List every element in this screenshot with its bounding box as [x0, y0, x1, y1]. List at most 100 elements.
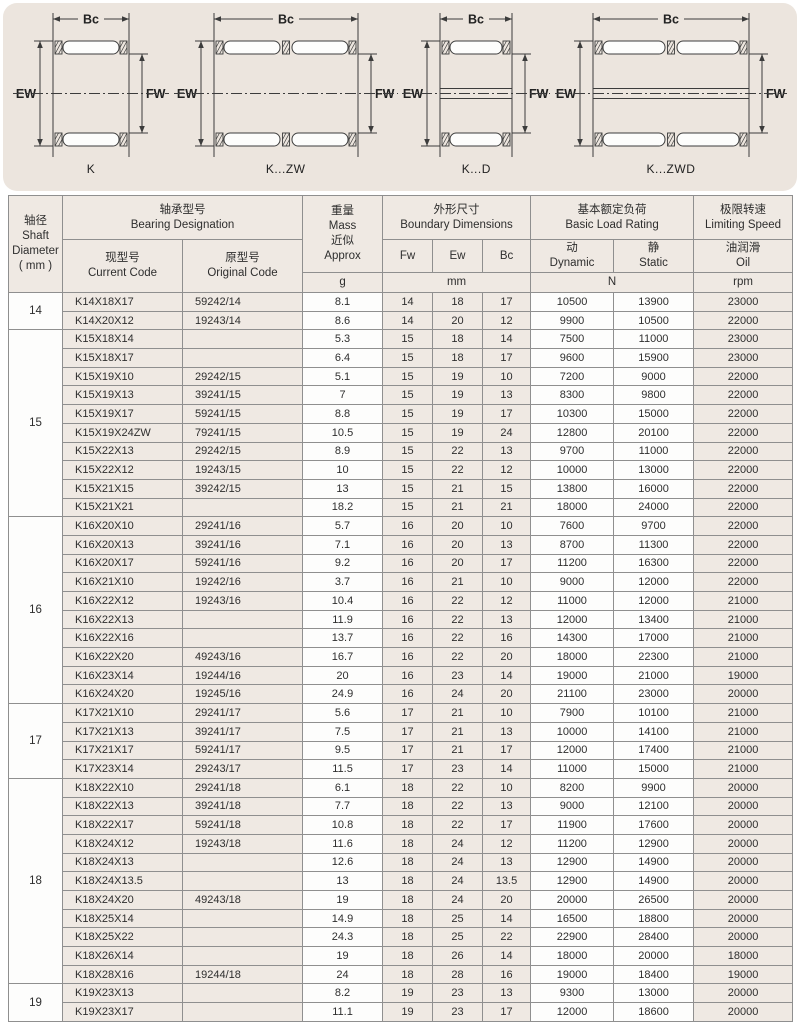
fw-cell: 18 — [382, 964, 434, 985]
fw-cell: 16 — [382, 534, 434, 555]
static-load-cell: 9700 — [613, 516, 695, 536]
oil-speed-cell: 21000 — [693, 721, 794, 742]
bc-cell: 12 — [482, 591, 532, 611]
ew-cell: 20 — [432, 534, 484, 555]
original-code-cell: 59241/16 — [181, 553, 304, 574]
mass-cell: 19 — [302, 890, 384, 910]
bc-cell: 16 — [482, 628, 532, 649]
dynamic-load-cell: 12000 — [530, 609, 615, 630]
oil-speed-cell: 20000 — [693, 983, 794, 1004]
original-code-cell: 49243/16 — [181, 647, 304, 667]
mass-cell: 5.7 — [302, 516, 384, 536]
dynamic-load-cell: 11900 — [530, 815, 615, 835]
mass-cell: 10 — [302, 460, 384, 480]
fw-dimension-label: FW — [375, 87, 395, 101]
ew-cell: 24 — [432, 890, 484, 910]
table-row: K16X22X12 19243/16 10.4 16 22 12 11000 12000 210… — [9, 591, 794, 611]
static-load-cell: 18400 — [613, 964, 695, 985]
table-row: K18X25X14 14.9 18 25 14 16500 18800 20000 — [9, 908, 794, 929]
original-code-cell: 39241/18 — [181, 796, 304, 817]
header-current-code: 现型号 Current Code — [62, 239, 183, 293]
original-code-cell: 19244/16 — [181, 665, 304, 686]
current-code-cell: K16X22X20 — [62, 647, 183, 667]
fw-cell: 17 — [382, 721, 434, 742]
dynamic-load-cell: 16500 — [530, 908, 615, 929]
static-load-cell: 16000 — [613, 478, 695, 499]
ew-cell: 20 — [432, 553, 484, 574]
current-code-cell: K17X21X10 — [62, 703, 183, 723]
dynamic-load-cell: 12000 — [530, 740, 615, 761]
fw-dimension-label: FW — [146, 87, 166, 101]
current-code-cell: K15X21X21 — [62, 497, 183, 518]
ew-cell: 24 — [432, 871, 484, 891]
current-code-cell: K15X19X24ZW — [62, 422, 183, 443]
mass-cell: 7 — [302, 385, 384, 406]
current-code-cell: K15X21X15 — [62, 478, 183, 499]
dynamic-load-cell: 10000 — [530, 721, 615, 742]
oil-speed-cell: 20000 — [693, 927, 794, 948]
ew-cell: 25 — [432, 927, 484, 948]
bc-cell: 10 — [482, 777, 532, 798]
bc-dimension-label: Bc — [468, 13, 484, 27]
fw-cell: 18 — [382, 777, 434, 798]
ew-cell: 22 — [432, 591, 484, 611]
table-row: 19 K19X23X13 8.2 19 23 13 9300 13000 20000 — [8, 983, 794, 1022]
ew-cell: 19 — [432, 422, 484, 443]
oil-speed-cell: 20000 — [693, 833, 794, 854]
mass-cell: 6.1 — [302, 777, 384, 798]
fw-cell: 19 — [382, 983, 434, 1004]
current-code-cell: K15X19X13 — [62, 385, 183, 406]
fw-cell: 14 — [382, 292, 434, 312]
oil-speed-cell: 20000 — [693, 908, 794, 929]
table-row: K16X20X13 39241/16 7.1 16 20 13 8700 11300 22000 — [9, 534, 794, 555]
table-row: K14X20X12 19243/14 8.6 14 20 12 9900 10500 22000 — [9, 310, 794, 331]
mass-cell: 24.9 — [302, 684, 384, 705]
dynamic-load-cell: 12900 — [530, 871, 615, 891]
static-load-cell: 20000 — [613, 946, 695, 966]
ew-dimension-label: EW — [177, 87, 197, 101]
ew-cell: 21 — [432, 478, 484, 499]
dynamic-load-cell: 11000 — [530, 591, 615, 611]
diagram-k: Bc EW FW K — [11, 9, 171, 176]
ew-cell: 21 — [432, 497, 484, 518]
dynamic-load-cell: 8700 — [530, 534, 615, 555]
table-row: K15X19X13 39241/15 7 15 19 13 8300 9800 22000 — [9, 385, 794, 406]
original-code-cell — [181, 852, 304, 873]
original-code-cell: 59241/15 — [181, 404, 304, 424]
current-code-cell: K16X23X14 — [62, 665, 183, 686]
table-row: K18X24X12 19243/18 11.6 18 24 12 11200 12900 200… — [9, 833, 794, 854]
dynamic-load-cell: 9600 — [530, 348, 615, 368]
bc-cell: 15 — [482, 478, 532, 499]
bc-cell: 17 — [482, 292, 532, 312]
mass-cell: 18.2 — [302, 497, 384, 518]
fw-cell: 18 — [382, 796, 434, 817]
mass-cell: 19 — [302, 946, 384, 966]
table-row: K15X18X17 6.4 15 18 17 9600 15900 23000 — [9, 348, 794, 368]
diagram-k-d: Bc EW FW K...D — [400, 9, 552, 176]
bc-cell: 12 — [482, 833, 532, 854]
static-load-cell: 10100 — [613, 703, 695, 723]
fw-cell: 15 — [382, 441, 434, 462]
original-code-cell: 19244/18 — [181, 964, 304, 985]
dynamic-load-cell: 10000 — [530, 460, 615, 480]
current-code-cell: K19X23X13 — [62, 983, 183, 1004]
table-row: 18 K18X22X10 29241/18 6.1 18 22 10 8200 9900 2000… — [8, 777, 794, 985]
table-row: K18X24X20 49243/18 19 18 24 20 20000 26500 20000 — [9, 890, 794, 910]
mass-cell: 12.6 — [302, 852, 384, 873]
fw-cell: 17 — [382, 759, 434, 779]
table-row: K18X24X13 12.6 18 24 13 12900 14900 20000 — [9, 852, 794, 873]
static-load-cell: 14900 — [613, 852, 695, 873]
diagram-k-zw: Bc EW FW K...ZW — [172, 9, 400, 176]
header-oil: 油润滑 Oil — [693, 239, 794, 273]
original-code-cell: 29241/18 — [181, 777, 304, 798]
unit-mm: mm — [382, 272, 532, 293]
bc-cell: 14 — [482, 329, 532, 350]
bc-cell: 20 — [482, 684, 532, 705]
table-row: K16X23X14 19244/16 20 16 23 14 19000 21000 19000 — [9, 665, 794, 686]
mass-cell: 13 — [302, 478, 384, 499]
current-code-cell: K18X26X14 — [62, 946, 183, 966]
static-load-cell: 14100 — [613, 721, 695, 742]
dynamic-load-cell: 9300 — [530, 983, 615, 1004]
table-row: K18X24X13.5 13 18 24 13.5 12900 14900 20000 — [9, 871, 794, 891]
